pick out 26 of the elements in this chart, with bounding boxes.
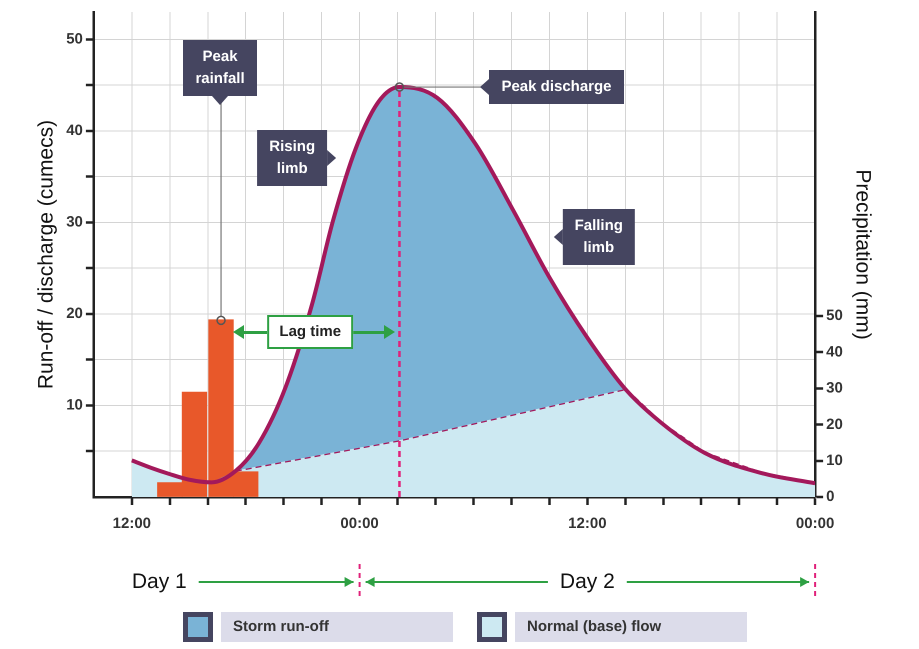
y2-tick-label: 40 <box>826 343 843 360</box>
x-tick-label: 12:00 <box>568 515 607 532</box>
y-tick-label: 30 <box>66 214 83 231</box>
x-tick-label: 00:00 <box>796 515 834 532</box>
legend-label: Normal (base) flow <box>515 612 747 642</box>
y2-tick-label: 50 <box>826 307 843 324</box>
y2-tick-label: 10 <box>826 452 843 469</box>
annotation: Peak rainfall <box>183 40 257 96</box>
y2-tick-label: 20 <box>826 416 843 433</box>
text: Day 2 <box>560 570 615 593</box>
y-axis-title: Run-off / discharge (cumecs) <box>34 120 58 390</box>
annotation: Falling limb <box>562 208 635 265</box>
text: Day 1 <box>132 570 187 593</box>
annotation: Peak discharge <box>489 70 624 104</box>
y2-axis-title: Precipitation (mm) <box>852 169 875 340</box>
y2-tick-label: 0 <box>826 488 834 506</box>
annotation: Lag time <box>267 315 354 350</box>
y-tick-label: 50 <box>66 30 83 48</box>
x-tick-label: 12:00 <box>112 515 152 532</box>
y-tick-label: 10 <box>66 396 83 414</box>
x-tick-label: 00:00 <box>340 515 379 532</box>
annotation: Rising limb <box>257 130 328 186</box>
y-tick-label: 40 <box>66 122 83 140</box>
y-tick-label: 20 <box>66 305 83 322</box>
legend-label: Storm run-off <box>221 612 453 642</box>
y2-tick-label: 30 <box>826 380 843 397</box>
